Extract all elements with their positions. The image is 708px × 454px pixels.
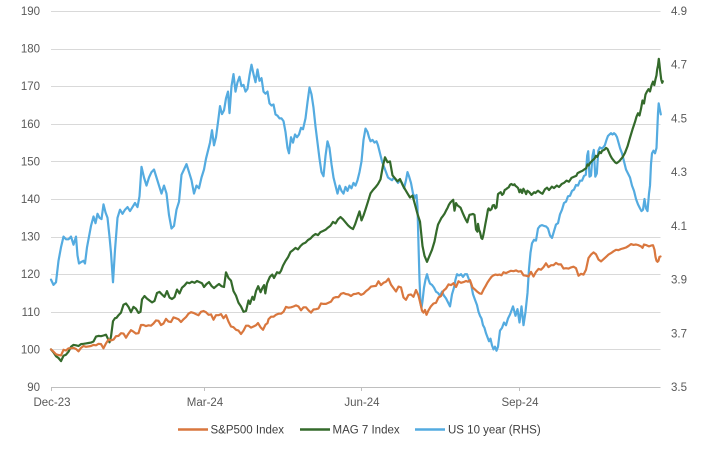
svg-text:3.9: 3.9 (671, 275, 687, 287)
svg-text:4.5: 4.5 (671, 113, 687, 125)
svg-text:MAG 7 Index: MAG 7 Index (333, 425, 400, 437)
svg-text:130: 130 (21, 232, 40, 244)
svg-text:3.5: 3.5 (671, 382, 687, 394)
svg-text:140: 140 (21, 194, 40, 206)
svg-text:100: 100 (21, 344, 40, 356)
svg-text:3.7: 3.7 (671, 328, 687, 340)
svg-text:US 10 year (RHS): US 10 year (RHS) (448, 425, 541, 437)
svg-text:4.9: 4.9 (671, 6, 687, 18)
svg-text:4.3: 4.3 (671, 167, 687, 179)
svg-text:190: 190 (21, 6, 40, 18)
svg-text:Dec-23: Dec-23 (33, 397, 70, 409)
svg-text:180: 180 (21, 44, 40, 56)
svg-text:120: 120 (21, 269, 40, 281)
svg-text:4.7: 4.7 (671, 60, 687, 72)
svg-text:4.1: 4.1 (671, 221, 687, 233)
svg-text:Jun-24: Jun-24 (344, 397, 380, 409)
svg-text:Mar-24: Mar-24 (187, 397, 224, 409)
svg-text:150: 150 (21, 156, 40, 168)
svg-text:S&P500 Index: S&P500 Index (211, 425, 285, 437)
svg-text:170: 170 (21, 81, 40, 93)
svg-text:160: 160 (21, 119, 40, 131)
svg-text:90: 90 (27, 382, 40, 394)
svg-text:Sep-24: Sep-24 (501, 397, 539, 409)
svg-text:110: 110 (22, 307, 40, 319)
